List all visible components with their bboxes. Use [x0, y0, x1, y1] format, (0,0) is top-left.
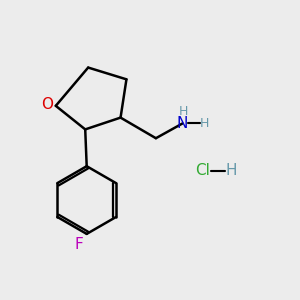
- Text: Cl: Cl: [196, 163, 210, 178]
- Text: H: H: [200, 117, 209, 130]
- Text: O: O: [41, 97, 53, 112]
- Text: H: H: [179, 105, 188, 118]
- Text: N: N: [177, 116, 188, 131]
- Text: F: F: [74, 237, 83, 252]
- Text: H: H: [225, 163, 237, 178]
